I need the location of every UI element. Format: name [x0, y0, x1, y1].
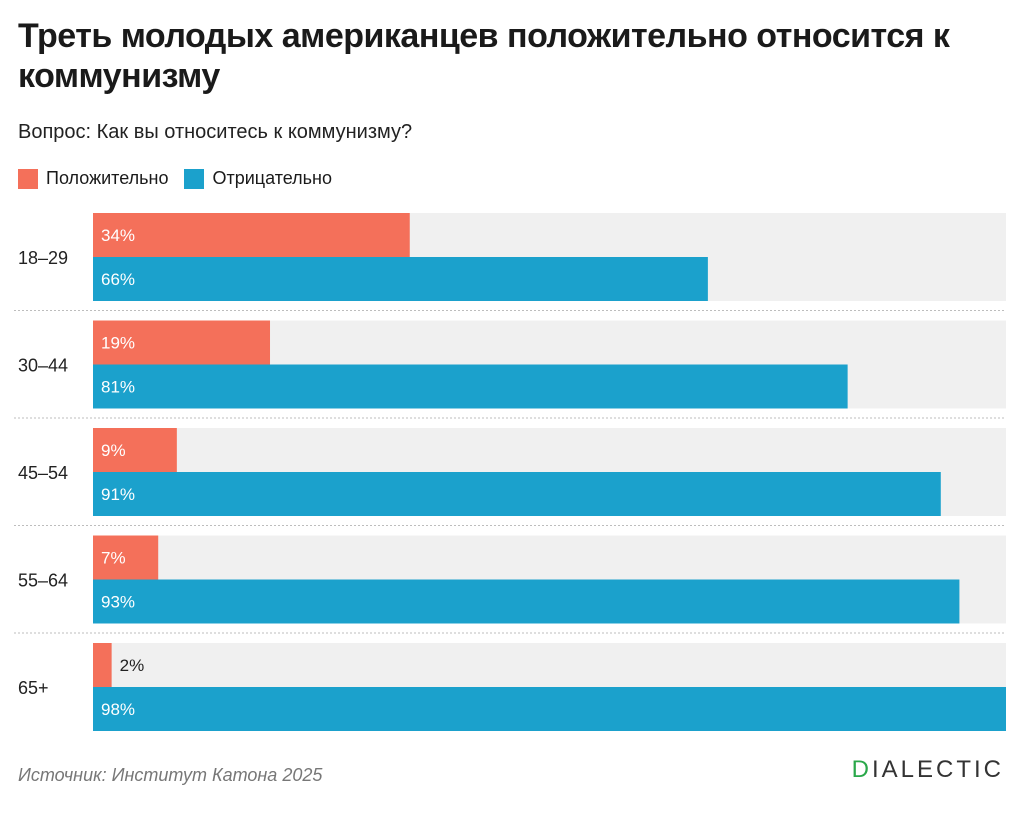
legend-swatch-positive: [18, 168, 38, 189]
category-label-65plus: 65+: [18, 678, 49, 698]
data-label-positive-18-29: 34%: [101, 226, 135, 245]
legend-item-positive: Положительно: [18, 168, 168, 189]
bar-negative-18-29: [93, 257, 708, 301]
bar-positive-65plus: [93, 643, 112, 687]
category-label-30-44: 30–44: [18, 356, 68, 376]
data-label-negative-18-29: 66%: [101, 270, 135, 289]
bar-positive-30-44: [93, 320, 271, 365]
brand-logo: DIALECTIC: [852, 756, 1004, 784]
brand-logo-rest: IALECTIC: [871, 756, 1004, 783]
category-label-55-64: 55–64: [18, 571, 68, 591]
legend-label-positive: Положительно: [46, 168, 169, 188]
data-label-positive-45-54: 9%: [101, 441, 126, 460]
data-label-positive-65plus: 2%: [120, 656, 145, 675]
data-label-negative-65plus: 98%: [101, 700, 135, 719]
bar-negative-30-44: [93, 364, 848, 409]
brand-logo-first-letter: D: [851, 756, 872, 783]
bar-negative-45-54: [93, 472, 941, 516]
chart-title: Треть молодых американцев положительно о…: [18, 17, 950, 95]
source-note: Источник: Институт Катона 2025: [18, 765, 323, 785]
category-label-18-29: 18–29: [18, 248, 68, 268]
bar-positive-18-29: [93, 213, 410, 257]
data-label-negative-30-44: 81%: [101, 378, 135, 397]
legend-swatch-negative: [184, 168, 205, 189]
bar-negative-55-64: [93, 579, 960, 624]
data-label-positive-55-64: 7%: [101, 549, 126, 568]
data-label-negative-45-54: 91%: [101, 485, 135, 504]
legend-item-negative: Отрицательно: [184, 168, 332, 189]
bar-positive-45-54: [93, 428, 177, 472]
category-label-45-54: 45–54: [18, 463, 68, 483]
chart-subtitle: Вопрос: Как вы относитесь к коммунизму?: [18, 121, 413, 143]
bar-chart: 18–29 34% 66% 30–44 19% 81% 45–54 9% 91% 55–64 7% 9…: [14, 213, 1006, 731]
legend: Положительно Отрицательно: [18, 168, 348, 189]
legend-label-negative: Отрицательно: [212, 168, 332, 188]
data-label-positive-30-44: 19%: [101, 334, 135, 353]
data-label-negative-55-64: 93%: [101, 593, 135, 612]
bar-positive-55-64: [93, 535, 159, 580]
bar-negative-65plus: [93, 687, 1006, 731]
